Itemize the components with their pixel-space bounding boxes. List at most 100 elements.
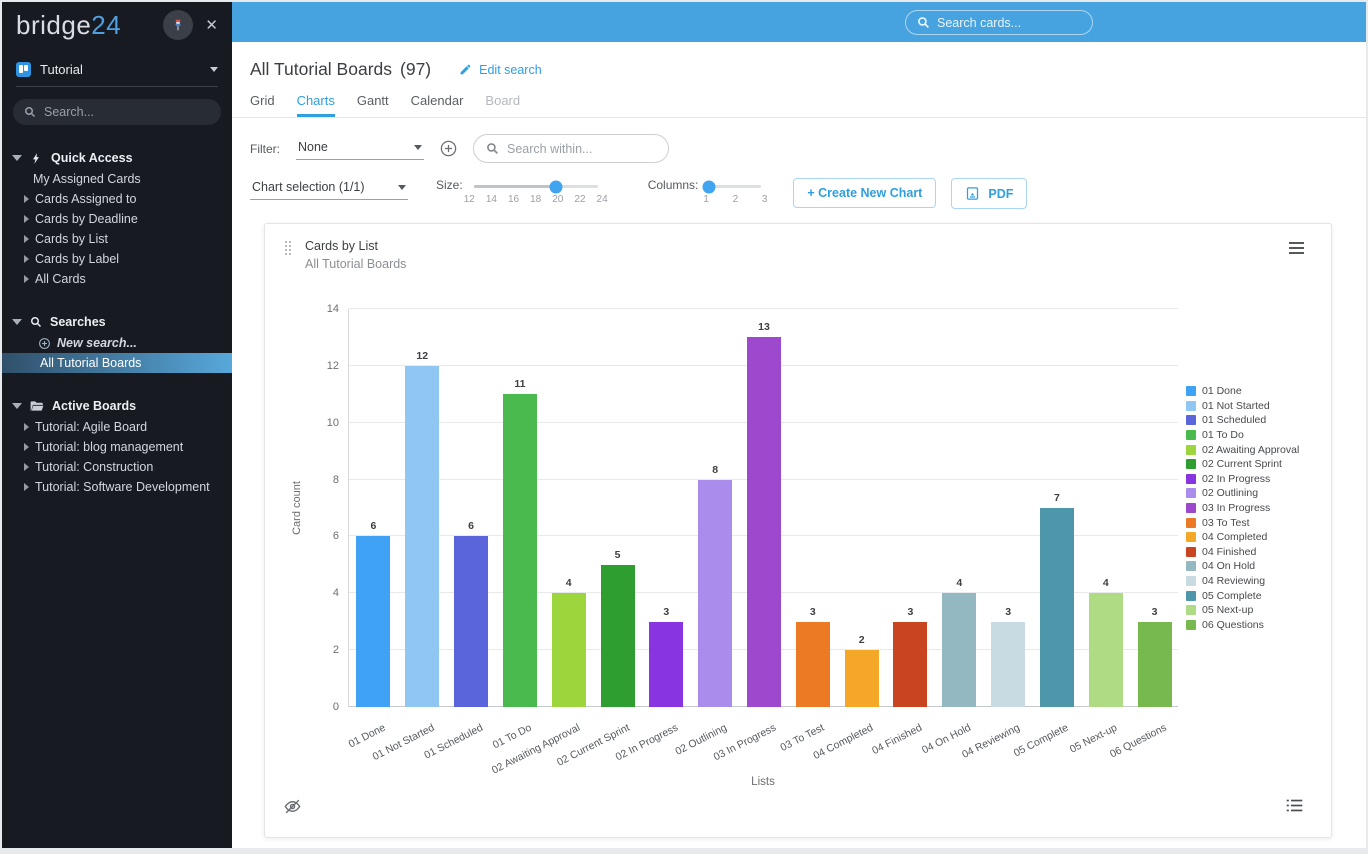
bar-value-label: 2 xyxy=(858,634,865,647)
sidebar-item-all-cards[interactable]: All Cards xyxy=(2,269,232,289)
legend-swatch xyxy=(1186,517,1196,528)
chart-selection-select[interactable]: Chart selection (1/1) xyxy=(250,178,408,200)
bar-01-done xyxy=(356,536,391,707)
bar-03-in-progress xyxy=(747,337,781,707)
search-cards-input[interactable]: Search cards... xyxy=(905,10,1093,35)
legend-swatch xyxy=(1186,415,1196,426)
chevron-down-icon xyxy=(414,144,422,150)
legend-swatch xyxy=(1186,576,1196,587)
y-tick-label: 4 xyxy=(332,587,339,600)
board-selector[interactable]: Tutorial xyxy=(16,62,218,87)
create-new-chart-button[interactable]: + Create New Chart xyxy=(793,178,937,208)
legend-item-01-scheduled: 01 Scheduled xyxy=(1186,413,1299,428)
chart-list-view-button[interactable] xyxy=(1286,798,1303,818)
section-header-searches[interactable]: Searches xyxy=(2,311,232,333)
sidebar-item-all-tutorial-boards[interactable]: All Tutorial Boards xyxy=(2,353,232,373)
legend-swatch xyxy=(1186,459,1196,470)
size-slider[interactable] xyxy=(473,180,598,193)
columns-slider[interactable] xyxy=(702,180,762,193)
bar-05-complete xyxy=(1039,508,1074,707)
bar-value-label: 4 xyxy=(956,577,963,590)
bar-value-label: 13 xyxy=(758,321,770,334)
chart-title: Cards by List xyxy=(305,239,378,253)
legend-swatch xyxy=(1186,400,1196,411)
bar-value-label: 3 xyxy=(663,605,670,618)
section-header-quick-access[interactable]: Quick Access xyxy=(2,147,232,169)
bar-04-reviewing xyxy=(991,621,1026,707)
sidebar-item-cards-by-list[interactable]: Cards by List xyxy=(2,229,232,249)
bar-01-to-do xyxy=(502,394,537,707)
size-slider-thumb[interactable] xyxy=(549,180,563,193)
y-tick-label: 14 xyxy=(326,303,339,315)
legend-item-02-current-sprint: 02 Current Sprint xyxy=(1186,457,1299,472)
sidebar: bridge24 ✕ Tutorial Search... xyxy=(2,2,232,848)
legend-item-05-next-up: 05 Next-up xyxy=(1186,603,1299,618)
y-tick-label: 0 xyxy=(332,701,339,713)
x-tick-label: 04 Finished xyxy=(870,721,925,757)
header-divider xyxy=(232,117,1366,118)
pdf-export-button[interactable]: PDF xyxy=(951,178,1028,209)
bar-value-label: 4 xyxy=(565,577,572,590)
legend-item-02-outlining: 02 Outlining xyxy=(1186,486,1299,501)
search-within-input[interactable]: Search within... xyxy=(473,134,669,163)
chart-menu-button[interactable] xyxy=(1289,242,1304,257)
pushpin-icon xyxy=(175,19,182,31)
chart-legend: 01 Done 01 Not Started 01 Scheduled 01 To D… xyxy=(1186,384,1299,632)
sidebar-item-cards-assigned-to[interactable]: Cards Assigned to xyxy=(2,189,232,209)
legend-item-02-in-progress: 02 In Progress xyxy=(1186,472,1299,487)
sidebar-search-input[interactable]: Search... xyxy=(13,99,221,125)
bar-value-label: 11 xyxy=(514,378,526,391)
filter-select[interactable]: None xyxy=(296,138,424,160)
tab-board: Board xyxy=(485,93,521,108)
bar-02-outlining xyxy=(698,479,733,707)
sidebar-item-cards-by-deadline[interactable]: Cards by Deadline xyxy=(2,209,232,229)
legend-swatch xyxy=(1186,590,1196,601)
drag-handle-icon[interactable] xyxy=(285,241,293,273)
x-axis-title: Lists xyxy=(751,776,775,788)
columns-label: Columns: xyxy=(647,178,699,192)
plus-circle-icon xyxy=(38,337,51,350)
bar-01-scheduled xyxy=(454,536,489,707)
bar-03-to-test xyxy=(795,621,830,707)
tab-calendar[interactable]: Calendar xyxy=(410,93,464,108)
legend-swatch xyxy=(1186,488,1196,499)
columns-slider-thumb[interactable] xyxy=(702,180,716,193)
chart-card: Cards by List All Tutorial Boards Card c… xyxy=(264,223,1332,838)
bar-02-current-sprint xyxy=(600,564,635,707)
y-axis-title: Card count xyxy=(291,481,303,535)
sidebar-item-tutorial-agile-board[interactable]: Tutorial: Agile Board xyxy=(2,417,232,437)
hide-chart-button[interactable] xyxy=(283,797,302,821)
tab-gantt[interactable]: Gantt xyxy=(356,93,389,108)
search-icon xyxy=(30,316,42,328)
x-axis-labels: 01 Done 01 Not Started 01 Scheduled 01 To D… xyxy=(346,713,1178,785)
legend-item-04-on-hold: 04 On Hold xyxy=(1186,559,1299,574)
sidebar-item-tutorial-software-development[interactable]: Tutorial: Software Development xyxy=(2,477,232,497)
size-slider-ticks: 12 14 16 18 20 22 24 xyxy=(463,194,608,205)
tab-grid[interactable]: Grid xyxy=(250,93,275,108)
edit-search-link[interactable]: Edit search xyxy=(459,63,542,77)
search-icon xyxy=(25,107,36,118)
legend-item-01-done: 01 Done xyxy=(1186,384,1299,399)
bar-01-not-started xyxy=(405,365,440,707)
sidebar-item-cards-by-label[interactable]: Cards by Label xyxy=(2,249,232,269)
page-title: All Tutorial Boards (97) xyxy=(250,59,432,79)
tab-charts[interactable]: Charts xyxy=(296,93,335,117)
close-sidebar-button[interactable]: ✕ xyxy=(205,17,218,34)
bar-04-on-hold xyxy=(942,593,977,707)
main-area: Search cards... All Tutorial Boards (97) … xyxy=(232,2,1366,848)
bar-value-label: 5 xyxy=(614,548,621,561)
legend-swatch xyxy=(1186,546,1196,557)
card-count: (97) xyxy=(400,59,432,79)
add-filter-button[interactable] xyxy=(439,139,458,158)
legend-item-03-in-progress: 03 In Progress xyxy=(1186,501,1299,516)
sidebar-item-my-assigned-cards[interactable]: My Assigned Cards xyxy=(33,172,141,186)
section-header-active-boards[interactable]: Active Boards xyxy=(2,395,232,417)
legend-swatch xyxy=(1186,503,1196,514)
search-icon xyxy=(487,143,498,154)
sidebar-sections: Quick Access My Assigned Cards Cards Assig… xyxy=(2,147,232,497)
pin-sidebar-button[interactable] xyxy=(163,10,194,40)
sidebar-item-tutorial-construction[interactable]: Tutorial: Construction xyxy=(2,457,232,477)
sidebar-item-new-search[interactable]: New search... xyxy=(2,333,232,353)
sidebar-item-tutorial-blog-management[interactable]: Tutorial: blog management xyxy=(2,437,232,457)
